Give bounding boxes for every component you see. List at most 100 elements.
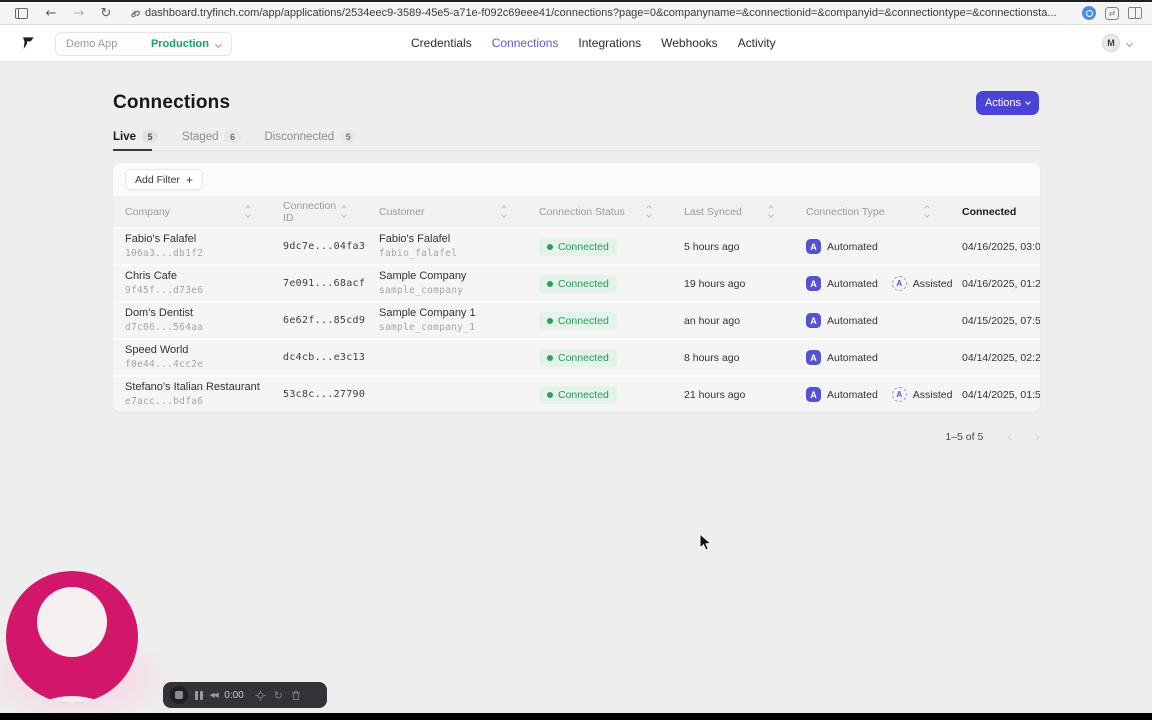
customer-name: Sample Company: [379, 270, 467, 283]
status-dot-icon: [547, 318, 553, 324]
status-cell: Connected: [539, 385, 684, 404]
last-synced: an hour ago: [684, 314, 741, 327]
tab-count-badge: 5: [340, 130, 357, 143]
sort-icon[interactable]: [768, 205, 774, 218]
mouse-cursor: [699, 533, 713, 551]
recording-timer: 0:00: [224, 689, 244, 701]
back-icon[interactable]: ←: [45, 5, 57, 21]
company-id: d7c06...564aa: [125, 322, 204, 334]
tab-disconnected[interactable]: Disconnected 5: [265, 130, 357, 151]
connection-type-cell: A Automated A Assisted: [806, 276, 962, 291]
connected-date: 04/15/2025, 07:57: [962, 314, 1040, 327]
table-row[interactable]: Fabio's Falafel 106a3...db1f2 9dc7e...04…: [113, 227, 1040, 264]
connected-date: 04/14/2025, 01:53: [962, 388, 1040, 401]
page-title: Connections: [113, 92, 231, 113]
prev-page-icon[interactable]: ‹: [1007, 429, 1012, 444]
sort-icon[interactable]: [341, 205, 347, 218]
window-top-edge: [0, 0, 1152, 2]
col-connected[interactable]: Connected: [962, 205, 1017, 218]
nav-credentials[interactable]: Credentials: [411, 36, 472, 50]
pause-icon[interactable]: [195, 690, 203, 700]
connection-type-cell: A Automated: [806, 313, 962, 328]
col-company[interactable]: Company: [125, 205, 283, 218]
password-manager-icon[interactable]: [1082, 6, 1096, 20]
automated-icon: A: [806, 350, 821, 365]
pagination-range: 1–5 of 5: [945, 430, 984, 443]
primary-nav: Credentials Connections Integrations Web…: [411, 25, 776, 61]
avatar[interactable]: M: [1102, 34, 1120, 52]
automated-icon: A: [806, 313, 821, 328]
tab-label: Staged: [182, 130, 219, 143]
company-cell: Dom's Dentist d7c06...564aa: [125, 306, 283, 334]
address-bar[interactable]: dashboard.tryfinch.com/app/applications/…: [129, 7, 1074, 19]
type-label: Automated: [827, 388, 878, 401]
plus-icon: +: [185, 172, 193, 187]
rewind-icon[interactable]: ◀◀: [209, 691, 219, 699]
table-row[interactable]: Speed World f0e44...4cc2e dc4cb...e3c13 …: [113, 338, 1040, 375]
connected-date: 04/14/2025, 02:29: [962, 351, 1040, 364]
sidebar-toggle-icon[interactable]: [10, 4, 32, 22]
nav-integrations[interactable]: Integrations: [578, 36, 642, 50]
automated-icon: A: [806, 387, 821, 402]
filter-row: Add Filter +: [113, 163, 1040, 196]
last-synced: 8 hours ago: [684, 351, 740, 364]
extension-icon[interactable]: ⇄: [1105, 6, 1119, 20]
finch-logo-icon: [23, 37, 34, 49]
col-connection-status[interactable]: Connection Status: [539, 205, 684, 218]
table-row[interactable]: Stefano's Italian Restaurant e7acc...bdf…: [113, 375, 1040, 412]
customer-cell: Fabio's Falafel fabio_falafel: [379, 232, 539, 260]
customer-id: sample_company: [379, 285, 464, 297]
customer-name: Sample Company 1: [379, 307, 476, 320]
restart-icon[interactable]: ↻: [273, 688, 283, 702]
status-cell: Connected: [539, 274, 684, 293]
col-connection-type[interactable]: Connection Type: [806, 205, 962, 218]
company-name: Stefano's Italian Restaurant: [125, 381, 260, 394]
nav-webhooks[interactable]: Webhooks: [661, 36, 718, 50]
table-row[interactable]: Dom's Dentist d7c06...564aa 6e62f...85cd…: [113, 301, 1040, 338]
connection-id: 7e091...68acf: [283, 278, 366, 289]
nav-activity[interactable]: Activity: [737, 36, 776, 50]
company-id: 9f45f...d73e6: [125, 285, 204, 297]
sort-icon[interactable]: [245, 205, 251, 218]
sort-icon[interactable]: [646, 205, 652, 218]
environment-label: Production: [150, 38, 209, 50]
reload-icon[interactable]: ↻: [100, 5, 112, 21]
customer-name: Fabio's Falafel: [379, 233, 451, 246]
connection-id: 53c8c...27790: [283, 389, 366, 400]
col-last-synced[interactable]: Last Synced: [684, 205, 806, 218]
customer-cell: Sample Company sample_company: [379, 269, 539, 297]
trash-icon[interactable]: [291, 690, 301, 701]
connections-table-card: Add Filter + Company Connection ID Custo…: [113, 163, 1040, 412]
add-filter-button[interactable]: Add Filter +: [125, 169, 203, 190]
table-row[interactable]: Chris Cafe 9f45f...d73e6 7e091...68acf S…: [113, 264, 1040, 301]
status-dot-icon: [547, 355, 553, 361]
app-environment-switcher[interactable]: Demo App Production: [55, 32, 232, 56]
nav-connections[interactable]: Connections: [491, 36, 559, 50]
link-icon: [131, 10, 140, 17]
sort-icon[interactable]: [501, 205, 507, 218]
company-id: f0e44...4cc2e: [125, 359, 204, 371]
recorder-toolbar: ◀◀ 0:00 ↻: [163, 682, 327, 708]
col-connection-id[interactable]: Connection ID: [283, 200, 379, 224]
next-page-icon[interactable]: ›: [1035, 429, 1040, 444]
stop-recording-button[interactable]: [170, 686, 188, 704]
automated-icon: A: [806, 239, 821, 254]
status-badge: Connected: [539, 349, 617, 367]
add-filter-label: Add Filter: [135, 173, 180, 186]
tab-live[interactable]: Live 5: [113, 130, 159, 151]
company-name: Speed World: [125, 344, 189, 357]
split-view-icon[interactable]: [1128, 7, 1142, 19]
user-menu[interactable]: M: [1102, 25, 1134, 61]
actions-button[interactable]: Actions: [976, 91, 1039, 115]
company-name: Fabio's Falafel: [125, 233, 197, 246]
company-cell: Speed World f0e44...4cc2e: [125, 343, 283, 371]
company-cell: Chris Cafe 9f45f...d73e6: [125, 269, 283, 297]
crosshair-icon[interactable]: [255, 689, 266, 701]
type-label: Assisted: [912, 277, 953, 290]
browser-toolbar: ← → ↻ dashboard.tryfinch.com/app/applica…: [0, 2, 1152, 25]
col-customer[interactable]: Customer: [379, 205, 539, 218]
sort-icon[interactable]: [924, 205, 930, 218]
last-synced: 19 hours ago: [684, 277, 746, 290]
tab-staged[interactable]: Staged 6: [182, 130, 241, 151]
assisted-icon: A: [891, 387, 907, 402]
